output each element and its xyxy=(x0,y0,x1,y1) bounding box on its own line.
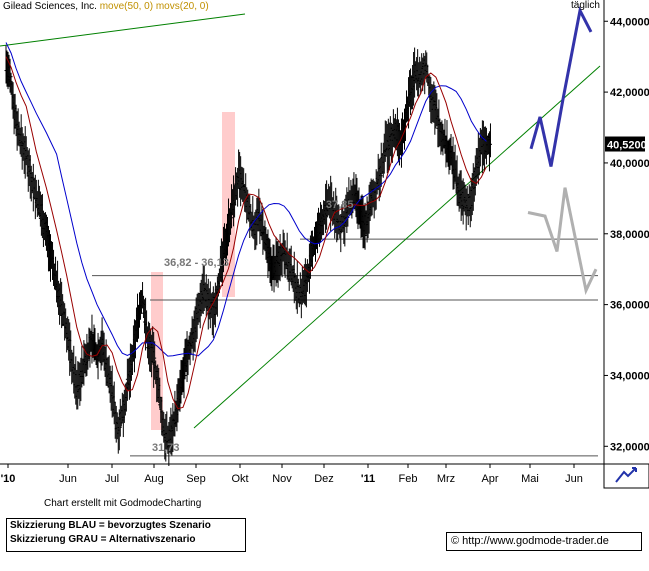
moving-averages-layer xyxy=(5,42,487,410)
company-name: Gilead Sciences, Inc. xyxy=(3,1,97,12)
x-tick-label: Aug xyxy=(144,473,164,485)
levels-layer xyxy=(92,238,598,457)
url-box[interactable]: © http://www.godmode-trader.de xyxy=(446,532,642,551)
ma50-line xyxy=(5,42,487,357)
x-tick-label: Apr xyxy=(481,473,498,485)
company-title: Gilead Sciences, Inc. move(50, 0) movs(2… xyxy=(3,1,209,12)
blue-scenario-line xyxy=(529,6,593,167)
x-tick-label: Feb xyxy=(399,473,418,485)
x-tick-label: '10 xyxy=(1,473,16,485)
x-tick-label: Okt xyxy=(231,473,248,485)
axes-layer xyxy=(0,0,649,489)
level-label: 31,73 xyxy=(152,442,180,454)
y-tick-label: 38,0000 xyxy=(610,229,649,241)
labels-layer: 32,0000 34,0000 36,0000 38,0000 40,0000 42,00… xyxy=(1,16,649,485)
url-text[interactable]: http://www.godmode-trader.de xyxy=(462,535,609,547)
zoom-icon xyxy=(615,467,637,483)
scenario-legend: Skizzierung BLAU = bevorzugtes Szenario … xyxy=(6,518,246,552)
legend-blue: Skizzierung BLAU = bevorzugtes Szenario xyxy=(10,520,211,531)
support-trendline xyxy=(193,65,601,429)
level-label: 37,85 xyxy=(326,199,354,211)
y-tick-label: 36,0000 xyxy=(610,300,649,312)
x-tick-label: Dez xyxy=(314,473,334,485)
x-tick-label: Jul xyxy=(105,473,119,485)
upper-trendline xyxy=(0,13,246,47)
trendline-layer xyxy=(0,13,601,429)
scenario-layer xyxy=(527,6,598,296)
ma-label: move(50, 0) movs(20, 0) xyxy=(99,1,209,12)
x-tick-label: Jun xyxy=(565,473,583,485)
grey-scenario-line xyxy=(527,187,598,296)
x-tick-label: Mai xyxy=(521,473,539,485)
current-price-box xyxy=(605,136,645,152)
y-tick-label: 42,0000 xyxy=(610,87,649,99)
price-bars-layer xyxy=(4,45,492,466)
current-price-label: 40,5200 xyxy=(607,140,647,152)
legend-grey: Skizzierung GRAU = Alternativszenario xyxy=(10,534,196,545)
ma20-line xyxy=(5,56,487,410)
chart-credit: Chart erstellt mit GodmodeCharting xyxy=(44,498,202,509)
x-tick-label: Sep xyxy=(186,473,206,485)
x-tick-label: '11 xyxy=(361,473,375,485)
x-tick-label: Mrz xyxy=(437,473,455,485)
frequency-label: täglich xyxy=(571,0,600,11)
level-label: 36,82 - 36,13 xyxy=(164,257,229,269)
x-tick-label: Nov xyxy=(272,473,292,485)
y-tick-label: 32,0000 xyxy=(610,441,649,453)
y-tick-label: 40,0000 xyxy=(610,158,649,170)
x-tick-label: Jun xyxy=(59,473,77,485)
y-tick-label: 34,0000 xyxy=(610,370,649,382)
y-tick-label: 44,0000 xyxy=(610,16,649,28)
copyright-icon: © xyxy=(451,535,460,547)
corner-box xyxy=(603,463,649,489)
